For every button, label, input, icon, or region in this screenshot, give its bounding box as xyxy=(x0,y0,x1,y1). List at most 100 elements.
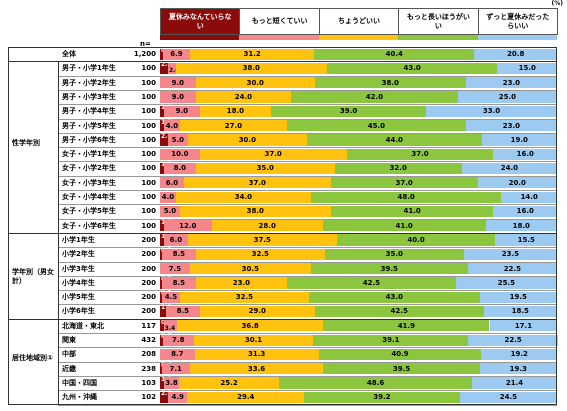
bar-segment xyxy=(160,305,166,318)
bar-segment xyxy=(160,363,162,375)
row-label: 女子・小学2年生 xyxy=(62,164,116,173)
bar-segment xyxy=(161,277,196,289)
value-label: 30.0 xyxy=(246,78,264,87)
value-label: 9.0 xyxy=(171,92,185,101)
value-label: 39.2 xyxy=(373,393,391,402)
bar-segment xyxy=(497,62,557,75)
n-value: 100 xyxy=(141,92,156,101)
value-label: 8.7 xyxy=(171,350,184,359)
bar-segment xyxy=(493,148,557,160)
value-label: 18.0 xyxy=(512,221,530,230)
row-label: 女子・小学6年生 xyxy=(62,221,116,230)
value-label: 10.0 xyxy=(171,150,189,159)
value-label: 6.9 xyxy=(170,50,183,58)
bar-segment xyxy=(179,120,288,132)
row-line xyxy=(58,404,557,406)
bar-segment xyxy=(459,391,557,403)
bar-segment xyxy=(334,162,462,175)
bar-segment xyxy=(160,134,168,146)
value-label: 37.0 xyxy=(264,150,282,159)
bar-segment xyxy=(187,134,307,146)
bar-segment xyxy=(468,334,558,346)
bar-segment xyxy=(330,205,494,218)
value-label: 18.5 xyxy=(511,307,529,316)
bar-segment xyxy=(477,177,557,189)
value-label: 16.0 xyxy=(516,150,534,159)
bar-segment xyxy=(195,162,335,175)
legend-swatch xyxy=(160,35,240,40)
value-label: 40.9 xyxy=(391,350,409,359)
n-value: 100 xyxy=(141,193,156,201)
value-label: 33.0 xyxy=(482,107,501,116)
bar-segment xyxy=(457,91,557,103)
value-label: 2.0 xyxy=(161,132,172,140)
row-label: 男子・小学5年生 xyxy=(62,121,116,130)
bar-segment xyxy=(160,391,168,403)
value-label: 14.0 xyxy=(520,193,538,201)
n-value: 200 xyxy=(141,264,156,273)
row-line xyxy=(58,118,557,120)
row-line xyxy=(58,375,557,377)
value-label: 7.8 xyxy=(172,336,185,344)
bar-segment xyxy=(160,105,164,117)
value-label: 43.0 xyxy=(385,293,403,302)
row-label: 小学5年生 xyxy=(62,293,95,302)
row-label: 女子・小学5年生 xyxy=(62,207,116,216)
bar-segment xyxy=(163,377,180,389)
bar-segment xyxy=(474,48,557,60)
value-label: 31.3 xyxy=(248,350,266,359)
legend-swatch xyxy=(398,35,478,40)
row-line xyxy=(58,132,557,134)
bar-segment xyxy=(162,334,194,346)
group-label: 学年別（男女計） xyxy=(12,267,54,285)
value-label: 19.5 xyxy=(509,293,527,302)
n-value: 100 xyxy=(141,135,156,144)
value-label: 23.0 xyxy=(502,121,520,130)
bar-segment xyxy=(199,105,272,117)
bar-segment xyxy=(160,334,163,346)
bar-segment xyxy=(160,320,164,332)
value-label: 4.0 xyxy=(161,193,175,201)
bar-segment xyxy=(313,334,469,346)
bar-segment xyxy=(160,277,162,289)
bar-segment xyxy=(179,291,309,303)
row-line xyxy=(58,147,557,149)
bar-segment xyxy=(326,62,498,75)
value-label: 39.5 xyxy=(380,264,398,273)
bar-segment xyxy=(324,248,464,260)
value-label: 32.0 xyxy=(389,164,407,173)
value-label: 2.0 xyxy=(168,67,180,75)
value-label: 38.0 xyxy=(246,207,264,216)
n-value: 200 xyxy=(141,250,156,259)
bar-segment xyxy=(425,105,557,117)
bar-segment xyxy=(310,191,502,203)
value-label: 19.2 xyxy=(510,350,528,359)
bar-segment xyxy=(467,263,557,275)
bar-segment xyxy=(465,77,557,89)
value-label: 48.6 xyxy=(366,378,385,387)
bar-segment xyxy=(479,291,557,303)
value-label: 2.0 xyxy=(161,390,172,398)
value-label: 32.5 xyxy=(235,293,253,302)
row-line xyxy=(58,361,557,363)
header-cell: ずっと夏休みだったらいい xyxy=(477,8,558,35)
bar-segment xyxy=(163,220,212,232)
n-value: 100 xyxy=(141,150,156,159)
bar-segment xyxy=(322,220,486,232)
n-value: 200 xyxy=(141,235,156,244)
row-label: 小学6年生 xyxy=(62,307,95,316)
row-line xyxy=(58,161,557,163)
row-line xyxy=(58,333,557,334)
bar-segment xyxy=(195,91,291,103)
bar-segment xyxy=(489,320,558,332)
value-label: 37.0 xyxy=(248,178,266,187)
bar-segment xyxy=(189,363,324,375)
n-value: 238 xyxy=(141,364,156,373)
bar-segment xyxy=(485,220,557,232)
group-line xyxy=(8,318,557,320)
bar-segment xyxy=(495,234,557,246)
row-line xyxy=(58,247,557,249)
value-label: 29.4 xyxy=(237,393,255,402)
bar-segment xyxy=(175,191,311,203)
